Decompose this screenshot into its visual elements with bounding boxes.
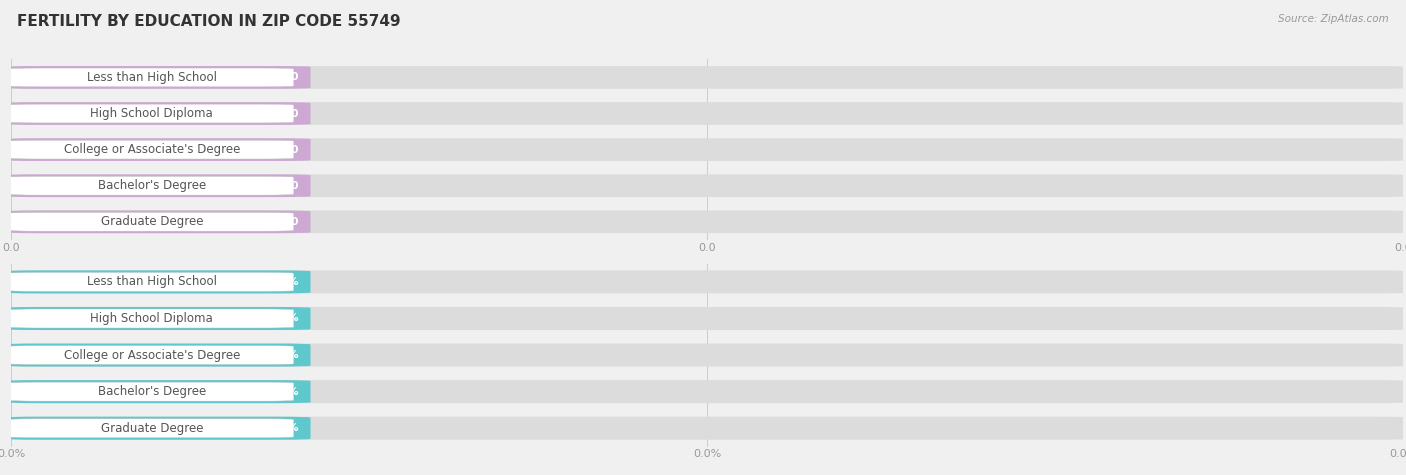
Text: Graduate Degree: Graduate Degree: [101, 215, 202, 228]
FancyBboxPatch shape: [4, 307, 1406, 330]
FancyBboxPatch shape: [4, 307, 311, 330]
FancyBboxPatch shape: [4, 343, 1406, 367]
FancyBboxPatch shape: [4, 174, 1406, 197]
Text: 0.0%: 0.0%: [269, 277, 299, 287]
FancyBboxPatch shape: [4, 174, 311, 197]
FancyBboxPatch shape: [4, 270, 1406, 294]
FancyBboxPatch shape: [10, 382, 294, 401]
FancyBboxPatch shape: [10, 68, 294, 87]
FancyBboxPatch shape: [4, 102, 311, 125]
FancyBboxPatch shape: [4, 66, 1406, 89]
Text: High School Diploma: High School Diploma: [90, 107, 214, 120]
FancyBboxPatch shape: [10, 418, 294, 438]
FancyBboxPatch shape: [4, 417, 1406, 440]
FancyBboxPatch shape: [10, 212, 294, 231]
FancyBboxPatch shape: [4, 210, 1406, 233]
FancyBboxPatch shape: [10, 104, 294, 123]
Text: College or Associate's Degree: College or Associate's Degree: [63, 143, 240, 156]
FancyBboxPatch shape: [10, 345, 294, 365]
FancyBboxPatch shape: [4, 138, 311, 161]
Text: 0.0: 0.0: [280, 180, 299, 191]
Text: Source: ZipAtlas.com: Source: ZipAtlas.com: [1278, 14, 1389, 24]
FancyBboxPatch shape: [4, 102, 1406, 125]
FancyBboxPatch shape: [4, 210, 311, 233]
Text: College or Associate's Degree: College or Associate's Degree: [63, 349, 240, 361]
Text: 0.0%: 0.0%: [269, 350, 299, 360]
FancyBboxPatch shape: [4, 270, 311, 294]
FancyBboxPatch shape: [4, 343, 311, 367]
Text: Less than High School: Less than High School: [87, 276, 217, 288]
Text: 0.0%: 0.0%: [269, 423, 299, 433]
FancyBboxPatch shape: [4, 417, 311, 440]
Text: 0.0%: 0.0%: [269, 387, 299, 397]
Text: Graduate Degree: Graduate Degree: [101, 422, 202, 435]
Text: 0.0: 0.0: [280, 144, 299, 155]
Text: Less than High School: Less than High School: [87, 71, 217, 84]
FancyBboxPatch shape: [10, 309, 294, 328]
FancyBboxPatch shape: [4, 380, 1406, 403]
FancyBboxPatch shape: [10, 140, 294, 159]
Text: 0.0: 0.0: [280, 108, 299, 119]
FancyBboxPatch shape: [4, 66, 311, 89]
FancyBboxPatch shape: [10, 176, 294, 195]
Text: 0.0: 0.0: [280, 72, 299, 83]
Text: FERTILITY BY EDUCATION IN ZIP CODE 55749: FERTILITY BY EDUCATION IN ZIP CODE 55749: [17, 14, 401, 29]
Text: Bachelor's Degree: Bachelor's Degree: [97, 179, 205, 192]
FancyBboxPatch shape: [4, 380, 311, 403]
Text: High School Diploma: High School Diploma: [90, 312, 214, 325]
Text: Bachelor's Degree: Bachelor's Degree: [97, 385, 205, 398]
Text: 0.0: 0.0: [280, 217, 299, 227]
FancyBboxPatch shape: [10, 272, 294, 292]
Text: 0.0%: 0.0%: [269, 314, 299, 323]
FancyBboxPatch shape: [4, 138, 1406, 161]
